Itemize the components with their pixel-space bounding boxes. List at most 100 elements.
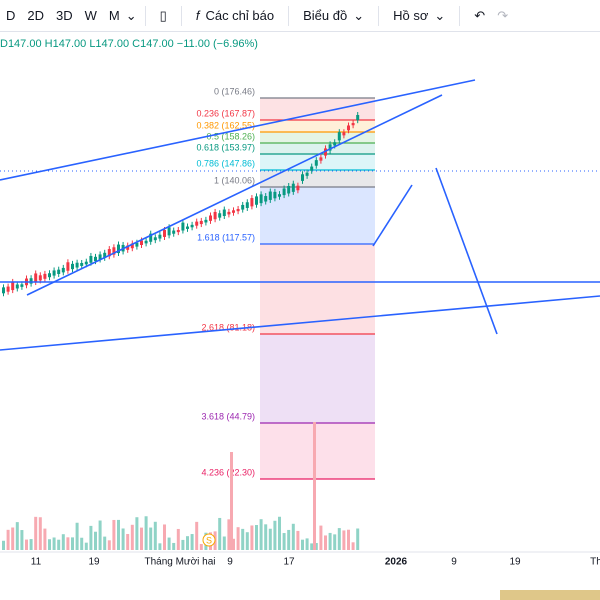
interval[interactable]: D: [6, 8, 16, 23]
volume-bar: [43, 528, 47, 550]
candle-body: [310, 166, 314, 171]
volume-bar: [167, 537, 171, 550]
candle-body: [84, 261, 88, 265]
volume-bar: [296, 530, 300, 550]
fib-label: 1.618 (117.57): [197, 232, 255, 242]
volume-bar: [190, 534, 194, 550]
candle-body: [278, 194, 281, 197]
volume-bar: [236, 527, 240, 550]
candle-body: [167, 227, 171, 236]
volume-bar: [121, 528, 125, 550]
candle-body: [282, 188, 286, 196]
interval[interactable]: 2D: [27, 8, 45, 23]
volume-bar: [351, 542, 355, 550]
indicators-label: Các chỉ báo: [205, 8, 275, 23]
volume-bar: [158, 543, 162, 550]
undo-button[interactable]: ↶: [474, 7, 486, 23]
candle-body: [135, 242, 139, 247]
x-axis-label: 11: [31, 557, 42, 568]
candle-body: [305, 172, 309, 176]
redo-button[interactable]: ↷: [497, 7, 509, 23]
candle-body: [241, 204, 245, 210]
candle-body: [250, 198, 254, 207]
volume-bar: [313, 422, 316, 550]
volume-bar: [103, 536, 107, 550]
fib-label: 0.786 (147.86): [196, 158, 255, 168]
volume-bar: [38, 517, 42, 550]
chart-button[interactable]: Biểu đồ ⌄: [303, 7, 365, 24]
fib-zone: [260, 423, 375, 479]
volume: [2, 422, 360, 550]
candle-body: [218, 213, 222, 218]
separator: [144, 5, 146, 26]
x-axis-label: Th: [590, 557, 600, 568]
candle-body: [328, 144, 332, 151]
candle-body: [98, 254, 102, 260]
indicators-button[interactable]: f Các chỉ báo: [195, 8, 275, 23]
x-axis-label: 19: [509, 557, 521, 568]
volume-bar: [186, 536, 189, 550]
candle-body: [66, 262, 70, 271]
volume-bar: [259, 519, 263, 550]
fib-zone: [260, 120, 375, 132]
candle-body: [351, 123, 355, 126]
profile-label: Hồ sơ: [393, 8, 429, 23]
x-axis-label: 2026: [385, 557, 408, 568]
volume-bar: [356, 528, 360, 550]
dropdown-icon[interactable]: ⌄: [125, 7, 137, 23]
volume-bar: [57, 539, 61, 550]
candle-body: [264, 196, 268, 202]
volume-bar: [6, 529, 10, 550]
volume-bar: [163, 524, 166, 550]
volume-bar: [20, 530, 24, 550]
volume-bar: [112, 519, 116, 550]
volume-bar: [130, 524, 134, 550]
fib-label: 0.236 (167.87): [196, 108, 255, 118]
volume-bar: [71, 537, 74, 550]
volume-bar: [98, 520, 102, 550]
candle-body: [236, 208, 240, 212]
candle-body: [204, 219, 208, 223]
volume-bar: [314, 543, 318, 550]
interval[interactable]: W: [84, 8, 97, 23]
profile-button[interactable]: Hồ sơ ⌄: [393, 7, 446, 24]
candle-body: [356, 114, 360, 121]
volume-bar: [282, 533, 286, 550]
candle-body: [52, 270, 56, 276]
fib-zone: [260, 143, 375, 154]
volume-bar: [172, 542, 176, 550]
volume-bar: [52, 537, 56, 550]
separator: [459, 5, 461, 26]
candle-body: [222, 209, 226, 217]
volume-bar: [126, 533, 130, 550]
x-axis-label: 19: [88, 557, 100, 568]
event-marker[interactable]: [202, 533, 216, 547]
fib-zone: [260, 334, 375, 423]
candle-body: [268, 191, 272, 200]
candle-body: [291, 183, 295, 192]
open-value: D147.00: [0, 38, 42, 50]
interval[interactable]: M: [108, 8, 120, 23]
fib-label: 0.382 (162.55): [196, 120, 255, 130]
volume-bar: [255, 525, 258, 550]
chart-canvas: 0 (176.46)0.236 (167.87)0.382 (162.55)0.…: [0, 79, 600, 600]
candle-body: [6, 286, 10, 292]
interval[interactable]: 3D: [56, 8, 73, 23]
candle-body: [172, 230, 176, 234]
volume-bar: [75, 522, 79, 550]
candle-body: [38, 275, 42, 281]
x-axis-label: 9: [227, 557, 233, 568]
volume-bar: [264, 524, 268, 550]
event-label: S: [206, 535, 212, 545]
volume-bar: [94, 531, 97, 550]
candle-body: [126, 245, 130, 250]
volume-bar: [140, 527, 143, 550]
chart-type-button[interactable]: ▯: [159, 7, 167, 23]
background-image: [500, 590, 600, 600]
volume-bar: [324, 535, 327, 550]
candle-body: [199, 220, 203, 225]
volume-bar: [268, 528, 272, 550]
chart-label: Biểu đồ: [303, 8, 348, 23]
volume-bar: [278, 516, 281, 550]
candles: [2, 111, 360, 297]
